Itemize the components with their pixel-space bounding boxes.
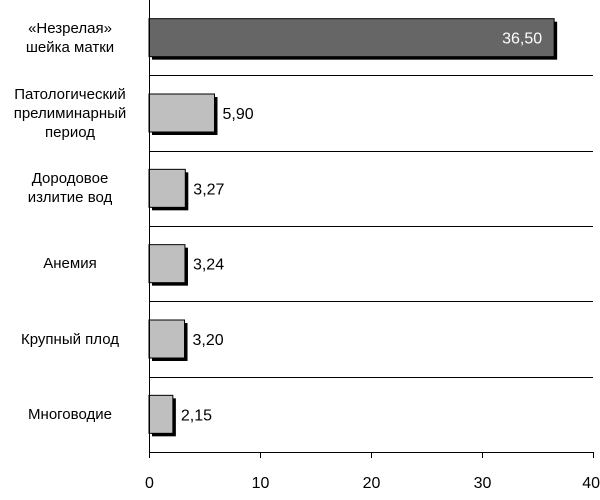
category-label: Крупный плод <box>21 330 119 348</box>
bar <box>148 319 186 359</box>
x-tick-label: 30 <box>474 475 492 492</box>
data-label: 3,27 <box>193 181 224 198</box>
bar <box>148 394 174 434</box>
bar-highlight <box>148 18 555 58</box>
data-label: 3,24 <box>193 257 224 274</box>
bar <box>148 168 186 208</box>
data-label: 5,90 <box>222 106 253 123</box>
data-label: 2,15 <box>181 407 212 424</box>
data-label: 36,50 <box>502 31 542 48</box>
x-tick-label: 10 <box>252 475 270 492</box>
category-label: Дородовое излитие вод <box>27 170 113 207</box>
bar <box>148 93 215 133</box>
category-label: «Незрелая» шейка матки <box>25 19 115 56</box>
x-tick-label: 0 <box>145 475 154 492</box>
x-tick-label: 40 <box>582 475 600 492</box>
data-label: 3,20 <box>193 332 224 349</box>
x-tick-label: 20 <box>363 475 381 492</box>
category-label: Анемия <box>43 255 97 273</box>
category-label: Многоводие <box>28 405 112 423</box>
bar <box>148 244 186 284</box>
category-label: Патологический прелиминарный период <box>13 85 127 141</box>
